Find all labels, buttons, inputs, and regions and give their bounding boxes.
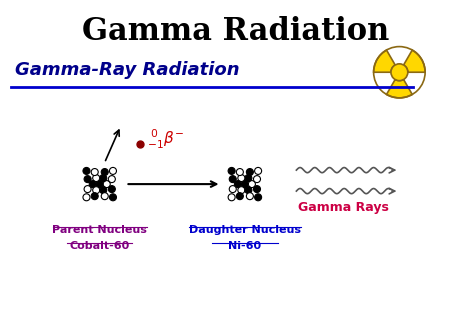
Circle shape xyxy=(228,167,235,174)
Circle shape xyxy=(100,187,107,194)
Circle shape xyxy=(101,168,108,176)
Circle shape xyxy=(89,181,96,188)
Circle shape xyxy=(83,167,90,174)
Text: Cobalt-60: Cobalt-60 xyxy=(70,241,130,252)
Circle shape xyxy=(391,64,408,81)
Circle shape xyxy=(228,194,235,201)
Text: $^{\ 0}_{-1}\beta^{-}$: $^{\ 0}_{-1}\beta^{-}$ xyxy=(146,128,184,151)
Wedge shape xyxy=(374,50,395,72)
Circle shape xyxy=(236,193,244,200)
Circle shape xyxy=(253,176,260,183)
Circle shape xyxy=(101,193,108,200)
Circle shape xyxy=(91,193,98,200)
Circle shape xyxy=(84,185,91,192)
Circle shape xyxy=(236,168,244,176)
Text: Daughter Nucleus: Daughter Nucleus xyxy=(189,225,301,235)
Circle shape xyxy=(235,181,241,188)
Text: Gamma Rays: Gamma Rays xyxy=(298,201,389,214)
Text: Ni-60: Ni-60 xyxy=(228,241,261,252)
Circle shape xyxy=(91,168,98,176)
Circle shape xyxy=(109,167,116,174)
Circle shape xyxy=(93,174,100,182)
Circle shape xyxy=(246,168,253,176)
Circle shape xyxy=(253,185,260,192)
Circle shape xyxy=(100,174,107,182)
Circle shape xyxy=(84,176,91,183)
Circle shape xyxy=(245,187,252,194)
Circle shape xyxy=(246,193,253,200)
Circle shape xyxy=(108,176,115,183)
Circle shape xyxy=(255,194,261,201)
Circle shape xyxy=(93,187,100,194)
Circle shape xyxy=(103,181,110,188)
Circle shape xyxy=(255,167,261,174)
Circle shape xyxy=(229,176,236,183)
Circle shape xyxy=(109,194,116,201)
Wedge shape xyxy=(404,50,425,72)
Text: Gamma-Ray Radiation: Gamma-Ray Radiation xyxy=(16,61,240,79)
Circle shape xyxy=(83,194,90,201)
Circle shape xyxy=(238,174,245,182)
Circle shape xyxy=(108,185,115,192)
Text: Parent Nucleus: Parent Nucleus xyxy=(52,225,147,235)
Text: Gamma Radiation: Gamma Radiation xyxy=(82,16,389,47)
Circle shape xyxy=(248,181,255,188)
Circle shape xyxy=(229,185,236,192)
Circle shape xyxy=(238,187,245,194)
Circle shape xyxy=(96,181,103,188)
Circle shape xyxy=(245,174,252,182)
Circle shape xyxy=(241,181,248,188)
Wedge shape xyxy=(387,80,412,98)
